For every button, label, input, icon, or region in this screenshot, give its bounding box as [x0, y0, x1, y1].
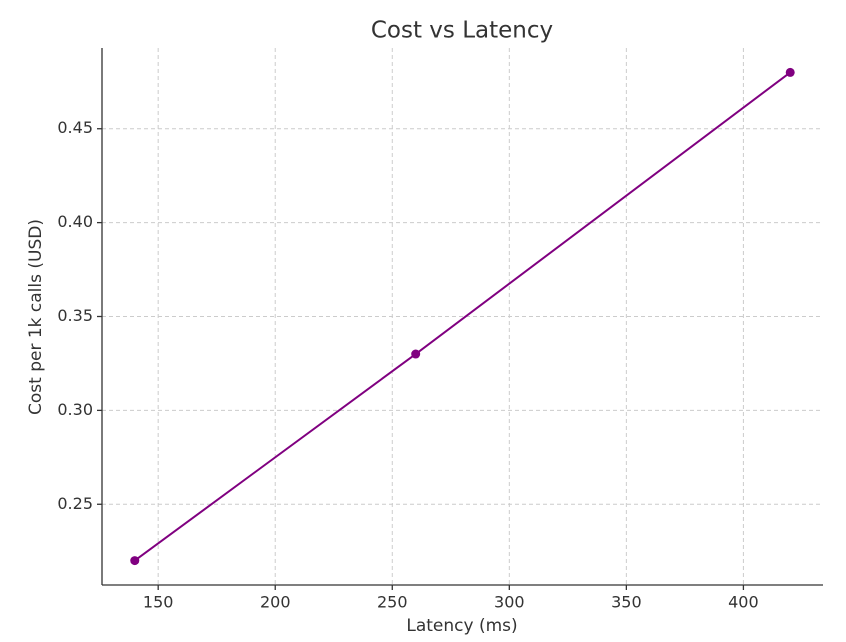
y-tick-label: 0.35	[57, 306, 93, 325]
y-axis-label: Cost per 1k calls (USD)	[26, 219, 46, 415]
x-tick-label: 300	[494, 593, 525, 612]
data-point	[785, 67, 795, 77]
y-tick-label: 0.30	[57, 400, 93, 419]
data-point	[411, 349, 421, 359]
x-tick-label: 350	[611, 593, 642, 612]
data-point	[130, 556, 140, 566]
y-tick-label: 0.25	[57, 494, 93, 513]
x-tick-label: 150	[143, 593, 174, 612]
y-tick-label: 0.45	[57, 118, 93, 137]
chart-title: Cost vs Latency	[371, 18, 553, 44]
x-axis-label: Latency (ms)	[406, 616, 517, 636]
x-tick-label: 200	[260, 593, 291, 612]
x-tick-label: 250	[377, 593, 408, 612]
y-tick-label: 0.40	[57, 212, 93, 231]
x-tick-label: 400	[728, 593, 759, 612]
